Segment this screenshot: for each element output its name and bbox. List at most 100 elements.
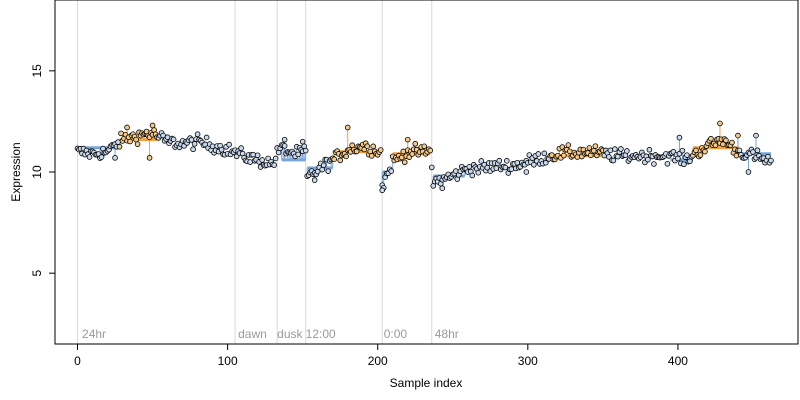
data-point — [697, 152, 704, 158]
boundary-lines — [77, 0, 433, 344]
data-point — [271, 162, 277, 168]
data-point — [404, 136, 411, 143]
y-axis-title: Expression — [9, 142, 23, 201]
data-point — [320, 162, 327, 169]
data-point — [149, 122, 156, 129]
data-point — [708, 135, 714, 142]
data-point — [421, 143, 428, 150]
data-point — [610, 157, 617, 164]
data-point — [646, 146, 653, 153]
data-point — [607, 147, 614, 154]
data-point — [190, 146, 196, 153]
data-point — [238, 145, 244, 151]
annotation-labels: 24hr dawn dusk 12:00 0:00 48hr — [82, 327, 459, 341]
annotation-label: 48hr — [435, 327, 459, 341]
data-point — [331, 156, 337, 163]
annotation-label: 0:00 — [384, 327, 408, 341]
data-point — [606, 154, 612, 160]
annotation-label: 12:00 — [306, 327, 336, 341]
data-point — [624, 148, 630, 154]
data-point — [541, 150, 548, 157]
data-point — [427, 147, 434, 154]
data-point — [565, 142, 572, 148]
data-point — [299, 138, 306, 145]
data-point — [377, 147, 384, 153]
data-point — [508, 166, 515, 172]
data-point — [343, 153, 349, 160]
data-point — [681, 161, 687, 168]
annotation-label: dawn — [238, 327, 267, 341]
data-point — [561, 152, 567, 159]
data-point — [469, 172, 476, 179]
data-point — [765, 153, 771, 160]
data-point — [504, 158, 510, 164]
x-axis-title: Sample index — [390, 376, 463, 390]
data-point — [412, 140, 419, 147]
data-point — [645, 156, 651, 163]
data-point — [281, 143, 288, 149]
annotation-label: 24hr — [82, 327, 106, 341]
data-point — [502, 164, 509, 171]
data-point — [311, 177, 318, 183]
data-point — [428, 164, 435, 171]
data-point — [143, 128, 150, 135]
data-point — [98, 154, 105, 160]
data-point — [112, 155, 118, 161]
data-point — [750, 149, 756, 155]
data-point — [272, 155, 279, 162]
x-tick-label: 400 — [668, 354, 688, 368]
y-axis: 5 10 15 — [30, 64, 56, 277]
data-point — [401, 159, 408, 166]
data-point — [368, 153, 375, 159]
data-point — [591, 148, 597, 154]
data-point — [247, 159, 253, 165]
data-points — [74, 120, 774, 194]
data-point — [745, 169, 752, 175]
data-point — [723, 137, 729, 144]
data-point — [86, 154, 93, 160]
data-point — [693, 147, 699, 154]
data-point — [531, 162, 537, 168]
x-tick-label: 200 — [368, 354, 388, 368]
data-point — [344, 124, 351, 131]
data-point — [281, 136, 288, 143]
data-point — [146, 155, 153, 161]
data-point — [398, 154, 405, 161]
data-point — [717, 120, 723, 127]
data-point — [337, 157, 343, 164]
data-point — [496, 157, 503, 164]
data-point — [592, 143, 599, 149]
data-point — [254, 152, 261, 159]
x-tick-label: 300 — [518, 354, 538, 368]
data-point — [116, 143, 123, 150]
data-point — [535, 151, 542, 157]
data-point — [478, 158, 485, 164]
data-point — [712, 142, 719, 149]
data-point — [523, 169, 530, 175]
data-point — [379, 187, 386, 194]
data-point — [325, 168, 331, 174]
data-point — [133, 136, 139, 143]
data-point — [475, 169, 482, 176]
data-point — [466, 164, 473, 170]
data-point — [124, 124, 130, 131]
data-point — [226, 141, 232, 148]
data-point — [676, 134, 683, 141]
data-point — [651, 161, 657, 167]
data-point — [735, 132, 741, 139]
data-point — [353, 148, 360, 155]
x-axis: 0 100 200 300 400 — [74, 343, 688, 368]
data-point — [370, 143, 377, 150]
data-point — [439, 185, 446, 191]
data-point — [194, 131, 201, 137]
data-point — [664, 160, 671, 167]
data-point — [115, 139, 121, 145]
data-point — [679, 147, 686, 154]
data-point — [302, 147, 309, 154]
data-point — [684, 152, 690, 158]
data-point — [753, 132, 759, 139]
data-point — [409, 151, 416, 157]
data-point — [618, 146, 624, 152]
data-point — [733, 152, 740, 159]
